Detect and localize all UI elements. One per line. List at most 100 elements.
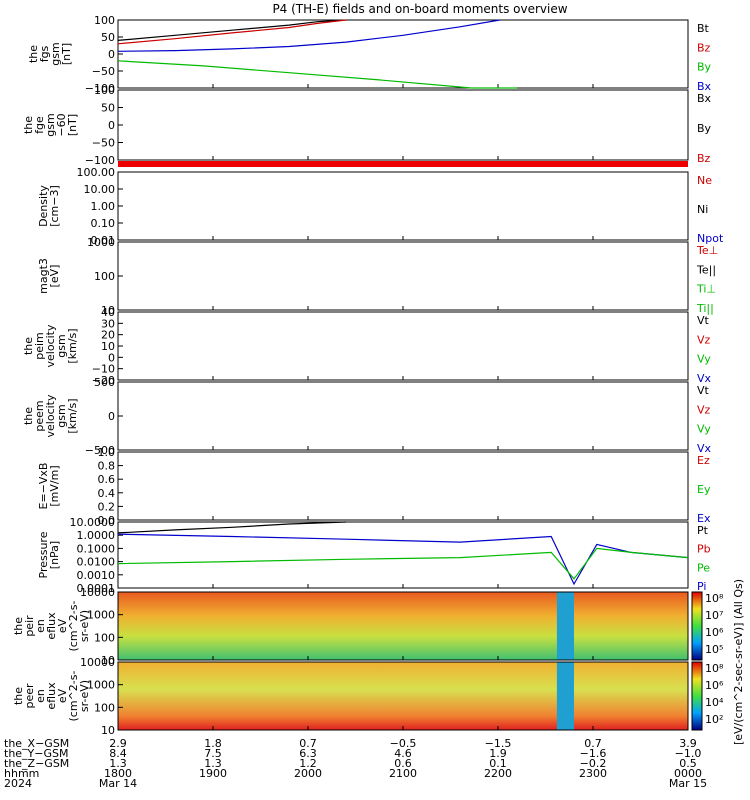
- legend-label: Vt: [697, 314, 710, 327]
- y-tick-label: 0: [108, 119, 115, 132]
- legend-label: Vz: [697, 403, 711, 416]
- y-axis-label: [mV/m]: [48, 465, 61, 506]
- y-tick-label: −50: [92, 65, 115, 78]
- legend-label: Ni: [697, 203, 708, 216]
- series-line-pe-pressure: [117, 547, 689, 580]
- colorbar-tick: 10⁶: [705, 626, 724, 639]
- ephemeris-value: 7.5: [204, 747, 222, 760]
- panel-frame: [117, 451, 689, 521]
- panel-peer_spec: 10000 1000 100 10 thepeerenefluxeV(cm^2-s-sr…: [12, 656, 689, 737]
- y-axis-label: [eV]: [48, 265, 61, 288]
- y-axis-label: eflux: [45, 682, 58, 710]
- spectrogram-gap-band: [556, 662, 574, 730]
- y-tick-label: 50: [101, 31, 115, 44]
- ephemeris-value: 2300: [579, 767, 607, 780]
- y-tick-label: 100: [94, 701, 115, 714]
- y-tick-label: 0: [108, 48, 115, 61]
- mode-bar: [118, 161, 688, 167]
- y-axis-label: the: [27, 45, 40, 63]
- y-tick-label: 20: [101, 329, 115, 342]
- y-axis-label: (cm^2-s-: [67, 601, 80, 652]
- y-axis-label: sr-eV): [78, 680, 91, 712]
- y-tick-label: 50: [101, 102, 115, 115]
- y-tick-label: 10.00: [84, 183, 116, 196]
- y-tick-label: 0: [108, 410, 115, 423]
- legend-label: Bx: [697, 92, 712, 105]
- spectrogram-gap-band: [556, 592, 574, 660]
- y-axis-label: peir: [23, 615, 36, 637]
- y-tick-label: 0.01: [91, 234, 116, 247]
- y-axis-label: gsm: [49, 42, 62, 65]
- y-axis-label: fge: [33, 116, 46, 134]
- ephemeris-value: 0.1: [489, 757, 507, 770]
- legend-label: Ne: [697, 174, 712, 187]
- colorbar-tick: 10⁶: [705, 679, 724, 692]
- panel-frame: [117, 381, 689, 451]
- ephemeris-value: 1.9: [489, 747, 507, 760]
- ephemeris-value: 0.6: [394, 757, 412, 770]
- ephemeris-value: 0.7: [299, 737, 317, 750]
- y-tick-label: −10: [92, 363, 115, 376]
- y-axis-label: magt3: [37, 258, 50, 294]
- y-axis-label: the: [22, 407, 35, 425]
- y-tick-label: 0.10: [91, 217, 116, 230]
- ephemeris-label: hhmm: [4, 767, 39, 780]
- y-axis-label: gsm: [55, 334, 68, 357]
- y-axis-label: eflux: [45, 612, 58, 640]
- y-tick-label: 10: [101, 724, 115, 737]
- ephemeris-value: 1800: [104, 767, 132, 780]
- ephemeris-value: 0.7: [584, 737, 602, 750]
- ephemeris-value: 1.8: [204, 737, 222, 750]
- series-line-bt-fgs_gsm: [117, 19, 347, 41]
- legend-label: Pt: [697, 524, 709, 537]
- legend-label: Vx: [697, 442, 712, 455]
- y-axis-label: [km/s]: [66, 398, 79, 433]
- ephemeris-label: the_X−GSM: [4, 737, 69, 750]
- y-axis-label: −60: [55, 113, 68, 136]
- colorbar-top: [691, 591, 703, 661]
- ephemeris-value: −0.2: [580, 757, 607, 770]
- y-axis-label: gsm: [55, 404, 68, 427]
- legend-label: Bt: [697, 22, 710, 35]
- y-tick-label: 100: [94, 84, 115, 97]
- y-tick-label: 100: [94, 14, 115, 27]
- legend-label: Te⊥: [696, 244, 718, 257]
- colorbar-tick: 10⁴: [705, 696, 724, 709]
- ephemeris-value: 1900: [199, 767, 227, 780]
- y-axis-label: peer: [23, 683, 36, 709]
- colorbar-tick: 10⁵: [705, 643, 723, 656]
- legend-label: Vt: [697, 384, 710, 397]
- legend-label: Ti||: [696, 302, 714, 315]
- ephemeris-value: −1.0: [675, 747, 702, 760]
- spectrogram-fill: [118, 592, 688, 660]
- colorbar-tick: 10²: [705, 713, 723, 726]
- panel-efield: 1.00.80.60.40.20.0 E=−VxB[mV/m] Ez Ey Ex: [37, 446, 711, 527]
- legend-label: Vz: [697, 333, 711, 346]
- panel-peim_velocity: 403020100−10−20thepeimvelocitygsm[km/s]V…: [22, 306, 712, 387]
- y-tick-label: 1.0000: [77, 529, 116, 542]
- y-axis-label: [nPa]: [48, 541, 61, 569]
- legend-label: Bx: [697, 80, 712, 93]
- y-tick-label: 0: [108, 351, 115, 364]
- legend-label: Te||: [696, 263, 716, 276]
- panel-frame: [117, 89, 689, 161]
- legend-label: Pb: [697, 543, 711, 556]
- y-tick-label: 1000: [87, 679, 115, 692]
- legend-label: By: [697, 122, 712, 135]
- panel-temperature: 1000 100 10 magt3[eV] Te⊥ Te|| Ti⊥ Ti||: [37, 236, 718, 317]
- ephemeris-value: 0.5: [679, 757, 697, 770]
- y-tick-label: 10: [101, 304, 115, 317]
- y-tick-label: −500: [85, 444, 115, 457]
- y-axis-label: eV: [56, 618, 69, 633]
- legend-label: Ex: [697, 512, 711, 525]
- ephemeris-value: 4.6: [394, 747, 412, 760]
- y-axis-label: Density: [37, 185, 50, 227]
- colorbar-label: [eV/(cm^2-sec-sr-eV)] (All Qs): [732, 579, 745, 745]
- legend-label: Ti⊥: [696, 283, 716, 296]
- ephemeris-value: −0.5: [390, 737, 417, 750]
- y-tick-label: 0.0: [98, 514, 116, 527]
- ephemeris-value: 8.4: [109, 747, 127, 760]
- ephemeris-value: 1.3: [204, 757, 222, 770]
- y-tick-label: 10.0000: [70, 516, 116, 529]
